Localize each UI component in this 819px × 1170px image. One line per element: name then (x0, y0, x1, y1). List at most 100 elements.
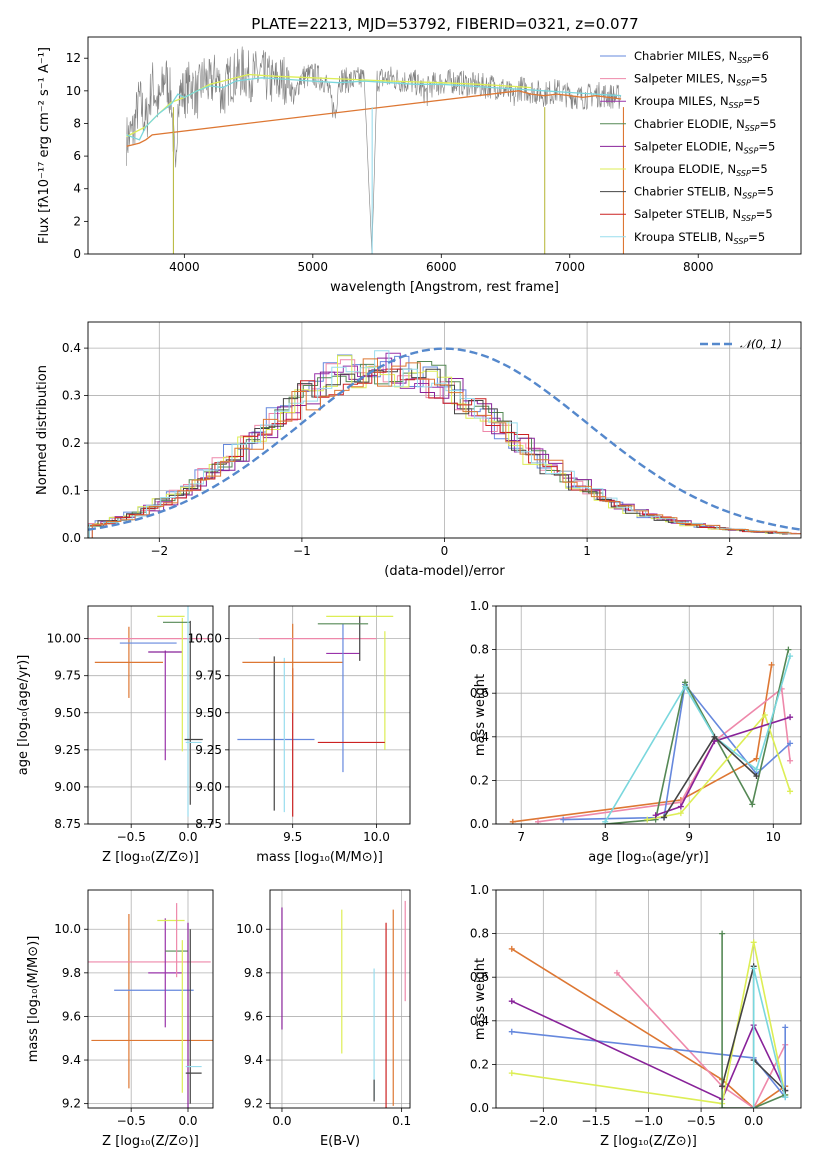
y-tick-label: 0.4 (470, 1014, 489, 1028)
y-tick-label: 0.0 (470, 1101, 489, 1115)
legend-count: =5 (757, 185, 774, 199)
y-tick-label: 8.75 (195, 817, 222, 831)
y-axis-label: Flux [fλ10⁻¹⁷ erg cm⁻² s⁻¹ A⁻¹] (37, 47, 52, 244)
legend-label: Salpeter MILES, NSSP=5 (634, 72, 768, 88)
legend-subscript: SSP (736, 169, 751, 178)
x-tick-label: 10.0 (363, 830, 390, 844)
legend-label: Kroupa ELODIE, NSSP=5 (634, 162, 768, 178)
plot-area-age_vs_Z (88, 606, 211, 817)
histogram-step (88, 359, 797, 534)
axes-frame (269, 889, 411, 1109)
y-tick-label: 9.4 (244, 1053, 263, 1067)
weight-marker (782, 1024, 789, 1031)
weight-marker (787, 757, 794, 764)
weight-marker (787, 653, 794, 660)
legend-subscript: SSP (737, 56, 752, 65)
x-tick-label: −1.5 (581, 1114, 610, 1128)
y-tick-label: 1.0 (470, 883, 489, 897)
y-tick-label: 12 (66, 51, 81, 65)
y-tick-label: 0.8 (470, 927, 489, 941)
x-tick-label: 0.0 (178, 1114, 197, 1128)
x-tick-label: −0.5 (117, 1114, 146, 1128)
y-tick-label: 8.75 (54, 817, 81, 831)
x-axis-label: (data-model)/error (384, 564, 505, 579)
y-tick-label: 9.50 (195, 706, 222, 720)
weight-line (512, 664, 773, 823)
y-tick-label: 0.8 (470, 643, 489, 657)
x-axis-label: mass [log₁₀(M/M⊙)] (256, 850, 383, 865)
axes-mass_vs_Z: −0.5 0.0 9.2 9.4 9.6 9.8 10.0 Z [log₁₀(Z/Z⊙)] ma… (26, 889, 214, 1149)
x-tick-label: 8000 (683, 260, 714, 274)
y-tick-label: 0.3 (62, 389, 81, 403)
y-tick-label: 0.0 (470, 817, 489, 831)
weight-marker (768, 661, 775, 668)
histogram-step (88, 368, 797, 535)
x-tick-label: 0.0 (178, 830, 197, 844)
weight-marker (719, 1105, 726, 1108)
weight-marker (613, 969, 620, 976)
legend-count: =5 (748, 230, 765, 244)
legend-subscript: SSP (745, 124, 760, 133)
legend-label: Salpeter STELIB, NSSP=5 (634, 207, 773, 223)
weight-marker (785, 646, 792, 653)
weight-marker (749, 801, 756, 808)
x-tick-label: −1.0 (634, 1114, 663, 1128)
weight-marker (508, 998, 515, 1005)
plot-area-residuals (88, 347, 801, 538)
plot-area-mass_vs_Z (88, 903, 213, 1108)
legend-subscript: SSP (742, 192, 757, 201)
spectrum-data-line (126, 46, 621, 254)
x-tick-label: 0.1 (392, 1114, 411, 1128)
weight-marker (682, 683, 689, 690)
histogram-step (88, 352, 800, 535)
x-axis-label: Z [log₁₀(Z/Z⊙)] (102, 850, 199, 865)
plot-area-massweight_vs_age (509, 646, 794, 824)
plot-area-mass_vs_ebv (281, 900, 406, 1108)
x-axis-label: Z [log₁₀(Z/Z⊙)] (102, 1134, 199, 1149)
x-tick-label: −0.5 (117, 830, 146, 844)
legend-count: =5 (743, 94, 760, 108)
y-tick-label: 0.2 (470, 773, 489, 787)
x-tick-label: 1 (583, 544, 591, 558)
weight-marker (644, 816, 651, 823)
spectrum-model-line (126, 73, 532, 138)
x-axis-label: Z [log₁₀(Z/Z⊙)] (600, 1134, 697, 1149)
y-tick-label: 10.00 (47, 632, 81, 646)
y-tick-label: 0 (73, 247, 81, 261)
x-tick-label: 10 (766, 830, 781, 844)
legend-subscript: SSP (744, 146, 759, 155)
weight-line (563, 682, 791, 821)
legend-count: =5 (760, 117, 777, 131)
legend-label: Salpeter ELODIE, NSSP=5 (634, 139, 775, 155)
legend-count: =5 (756, 207, 773, 221)
weight-marker (719, 930, 726, 937)
x-tick-label: 0 (441, 544, 449, 558)
weight-marker (761, 712, 768, 718)
axes-age_vs_mass: 9.5 10.0 8.75 9.00 9.25 9.50 9.75 10.00 mass [lo… (188, 605, 411, 865)
histogram-step (88, 355, 794, 535)
histogram-step (88, 350, 801, 538)
x-tick-label: 7000 (554, 260, 585, 274)
y-tick-label: 9.00 (195, 780, 222, 794)
spectrum-model-line (126, 90, 622, 147)
x-tick-label: 0.0 (272, 1114, 291, 1128)
y-tick-label: 9.25 (195, 743, 222, 757)
weight-line (511, 1000, 786, 1101)
axes-frame (495, 605, 802, 825)
y-tick-label: 8 (73, 116, 81, 130)
axes-frame (228, 605, 411, 825)
weight-marker (782, 1094, 789, 1101)
legend-count: =6 (752, 49, 769, 63)
y-tick-label: 10 (66, 84, 81, 98)
weight-line (511, 1027, 787, 1100)
y-tick-label: 4 (73, 182, 81, 196)
weight-marker (787, 788, 794, 795)
y-tick-label: 1.0 (470, 599, 489, 613)
weight-marker (560, 816, 567, 823)
y-tick-label: 9.2 (244, 1097, 263, 1111)
histogram-legend: 𝒩(0, 1) (700, 337, 782, 351)
x-axis-label: wavelength [Angstrom, rest frame] (330, 280, 559, 295)
weight-marker (753, 766, 760, 773)
axes-massweight_vs_age: 7 8 9 10 0.0 0.2 0.4 0.6 0.8 1.0 age [log₁₀(age/yr… (470, 599, 802, 865)
